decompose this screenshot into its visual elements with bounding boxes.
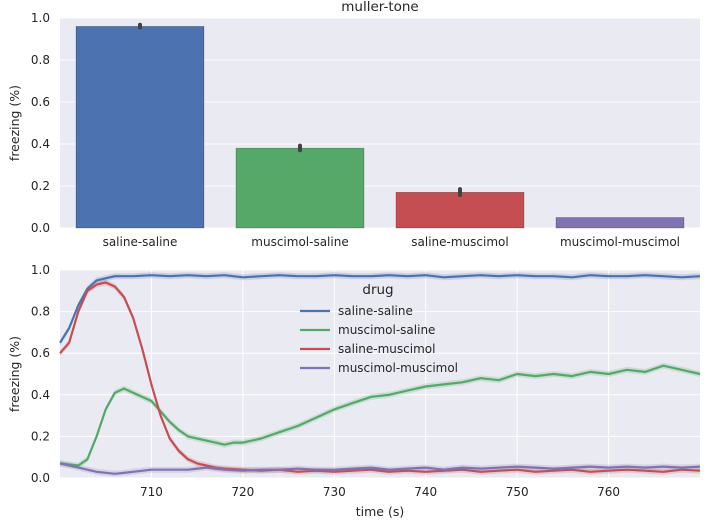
bar-y-tick-label: 0.2 <box>31 179 50 193</box>
line-plot-area <box>60 270 700 478</box>
line-x-tick-label: 710 <box>140 485 163 499</box>
bar-y-axis-label: freezing (%) <box>7 85 22 161</box>
legend-label: muscimol-saline <box>338 323 435 337</box>
line-x-tick-label: 740 <box>414 485 437 499</box>
bar <box>75 26 205 229</box>
line-y-tick-label: 0.8 <box>31 305 50 319</box>
line-chart: 0.0 0.2 0.4 0.6 0.8 1.0 710 720 730 740 750 760 tim… <box>7 263 701 519</box>
bar-category-label: saline-saline <box>103 235 178 249</box>
series-line-muscimol-saline <box>59 364 701 467</box>
line-ticks: 0.0 0.2 0.4 0.6 0.8 1.0 710 720 730 740 750 760 <box>31 263 620 499</box>
legend-label: muscimol-muscimol <box>338 361 458 375</box>
legend-label: saline-saline <box>338 304 413 318</box>
series-line-saline-saline <box>59 274 701 344</box>
bar-y-tick-label: 0.8 <box>31 53 50 67</box>
bar <box>235 147 365 229</box>
line-y-tick-label: 0.6 <box>31 346 50 360</box>
bar-y-tick-label: 1.0 <box>31 11 50 25</box>
line-x-tick-label: 750 <box>506 485 529 499</box>
bar <box>555 217 685 229</box>
bar-category-label: saline-muscimol <box>411 235 508 249</box>
legend: drug saline-saline muscimol-saline saline-… <box>300 282 458 375</box>
bar-marks <box>75 22 685 229</box>
line-gridlines <box>60 269 700 479</box>
bar-y-tick-label: 0.4 <box>31 137 50 151</box>
bar-category-label: muscimol-muscimol <box>560 235 680 249</box>
bar-ticks: 0.0 0.2 0.4 0.6 0.8 1.0 saline-saline muscimol-… <box>31 11 680 249</box>
bar-y-tick-label: 0.0 <box>31 221 50 235</box>
bar-chart: 0.0 0.2 0.4 0.6 0.8 1.0 saline-saline muscimol-… <box>7 0 700 249</box>
bar-y-tick-label: 0.6 <box>31 95 50 109</box>
bar <box>395 192 525 229</box>
bar-chart-title: muller-tone <box>341 0 419 15</box>
series-line-muscimol-muscimol <box>59 462 701 475</box>
line-x-tick-label: 720 <box>231 485 254 499</box>
line-y-tick-label: 1.0 <box>31 263 50 277</box>
line-x-axis-label: time (s) <box>356 504 404 519</box>
legend-label: saline-muscimol <box>338 342 435 356</box>
line-y-tick-label: 0.4 <box>31 388 50 402</box>
series-band <box>60 362 700 469</box>
line-y-axis-label: freezing (%) <box>7 336 22 412</box>
bar-category-label: muscimol-saline <box>251 235 348 249</box>
line-x-tick-label: 760 <box>597 485 620 499</box>
line-y-tick-label: 0.2 <box>31 429 50 443</box>
series-line-saline-muscimol <box>59 281 701 473</box>
legend-title: drug <box>362 282 393 298</box>
line-marks <box>59 272 701 477</box>
line-x-tick-label: 730 <box>323 485 346 499</box>
line-y-tick-label: 0.0 <box>31 471 50 485</box>
